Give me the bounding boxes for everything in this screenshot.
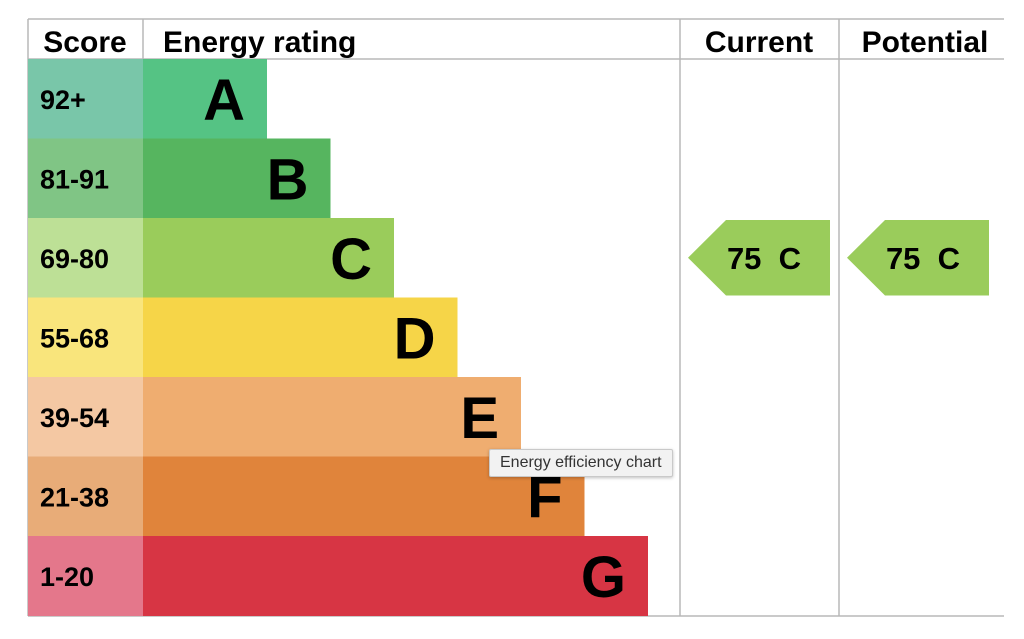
score-cell xyxy=(28,536,143,616)
band-d: 55-68 D xyxy=(28,297,458,378)
score-cell xyxy=(28,297,143,378)
rating-bar xyxy=(143,218,394,298)
score-label: 55-68 xyxy=(40,323,109,353)
current-rating-arrow: 75 C xyxy=(688,220,830,296)
score-label: 1-20 xyxy=(40,562,94,592)
score-cell xyxy=(28,218,143,298)
arrow-shape xyxy=(847,220,989,296)
rating-bar xyxy=(143,297,458,378)
column-headers: Score Energy rating Current Potential xyxy=(43,26,988,59)
band-c: 69-80 C xyxy=(28,218,394,298)
score-label: 69-80 xyxy=(40,244,109,274)
energy-rating-header: Energy rating xyxy=(163,26,356,59)
band-letter: B xyxy=(267,147,309,212)
band-letter: E xyxy=(460,386,499,451)
score-label: 81-91 xyxy=(40,164,109,194)
current-header: Current xyxy=(705,26,813,59)
band-a: 92+ A xyxy=(28,59,267,139)
rating-bar xyxy=(143,138,331,219)
band-letter: G xyxy=(581,545,626,610)
band-g: 1-20 G xyxy=(28,536,648,616)
score-label: 92+ xyxy=(40,85,86,115)
score-cell xyxy=(28,59,143,139)
score-cell xyxy=(28,138,143,219)
band-e: 39-54 E xyxy=(28,377,521,457)
arrow-label: 75 C xyxy=(727,241,801,276)
chart-tooltip: Energy efficiency chart xyxy=(489,449,673,477)
band-letter: D xyxy=(394,306,436,371)
arrow-label: 75 C xyxy=(886,241,960,276)
score-cell xyxy=(28,377,143,457)
band-letter: A xyxy=(203,68,245,133)
potential-header: Potential xyxy=(862,26,989,59)
score-label: 39-54 xyxy=(40,403,109,433)
rating-bar xyxy=(143,59,267,139)
rating-arrows: 75 C 75 C xyxy=(688,220,989,296)
arrow-shape xyxy=(688,220,830,296)
rating-bar xyxy=(143,377,521,457)
band-letter: C xyxy=(330,227,372,292)
score-label: 21-38 xyxy=(40,482,109,512)
potential-rating-arrow: 75 C xyxy=(847,220,989,296)
band-b: 81-91 B xyxy=(28,138,331,219)
score-header: Score xyxy=(43,26,126,59)
rating-bar xyxy=(143,536,648,616)
rating-bands: 92+ A81-91 B69-80 C55-68 D39-54 E21-38 F1-20 G xyxy=(28,59,648,616)
score-cell xyxy=(28,456,143,537)
